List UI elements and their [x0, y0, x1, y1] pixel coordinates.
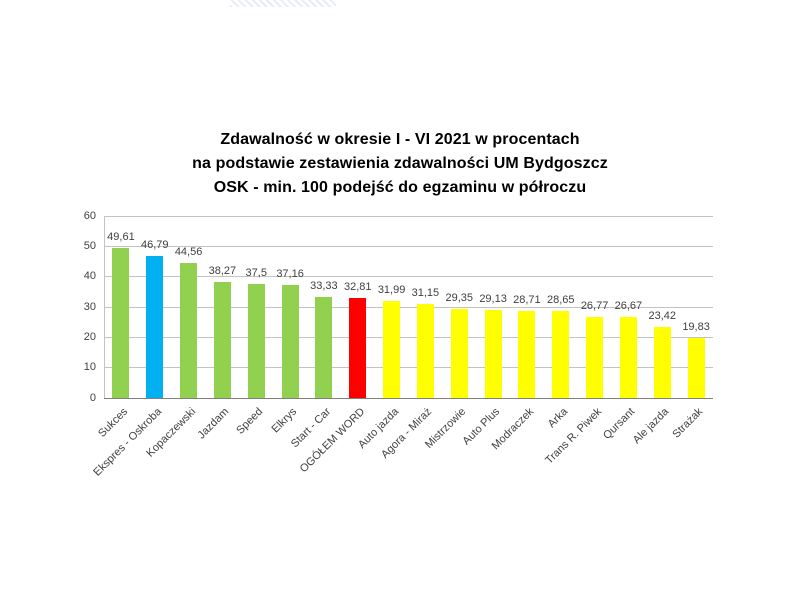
- bar: [247, 284, 265, 398]
- bar-value-label: 28,65: [546, 294, 575, 307]
- bar-value-label: 23,42: [648, 309, 677, 322]
- y-tick-label: 60: [83, 209, 96, 222]
- bar-value-label: 46,79: [140, 239, 169, 252]
- gridline: [104, 215, 713, 217]
- bar: [518, 310, 536, 398]
- bar: [687, 337, 705, 398]
- bar-value-label: 26,67: [614, 300, 643, 313]
- bar-value-label: 29,35: [445, 291, 474, 304]
- bar-value-label: 37,5: [245, 267, 267, 280]
- bar: [112, 247, 130, 398]
- y-axis-line: [104, 216, 105, 398]
- bar-value-label: 26,77: [580, 299, 609, 312]
- bar-value-label: 28,71: [513, 293, 541, 306]
- gridline: [104, 245, 713, 247]
- bar-value-label: 49,61: [107, 230, 135, 243]
- bar-value-label: 37,16: [276, 268, 304, 281]
- bar-value-label: 31,99: [377, 283, 406, 296]
- chart-title-line-3: OSK - min. 100 podejść do egzaminu w pół…: [213, 179, 587, 196]
- y-tick-label: 20: [83, 330, 96, 343]
- bar: [146, 256, 164, 398]
- gridline: [104, 336, 713, 338]
- bar: [653, 326, 671, 398]
- bar-value-label: 19,83: [682, 320, 710, 333]
- y-tick-label: 40: [83, 270, 96, 283]
- bar: [180, 262, 198, 398]
- bar-value-label: 31,15: [411, 286, 440, 299]
- bar-value-label: 44,56: [174, 245, 203, 258]
- bar-value-label: 33,33: [310, 279, 338, 292]
- bar: [619, 317, 637, 398]
- bar: [450, 308, 468, 398]
- gridline: [104, 276, 713, 278]
- x-axis-line: [104, 398, 713, 399]
- bar: [484, 309, 502, 398]
- bar: [416, 303, 434, 398]
- chart-title-line-1: Zdawalność w okresie I - VI 2021 w proce…: [220, 131, 580, 148]
- bar-value-label: 38,27: [208, 264, 237, 277]
- bar-value-label: 29,13: [479, 292, 507, 305]
- y-tick-label: 50: [83, 239, 96, 252]
- y-tick-label: 30: [83, 300, 96, 313]
- top-edge-artifact: [230, 0, 336, 7]
- bar: [315, 296, 333, 398]
- gridline: [104, 306, 713, 308]
- bar-value-label: 32,81: [343, 281, 372, 294]
- bar: [281, 285, 299, 398]
- bar: [213, 281, 231, 398]
- y-tick-label: 10: [83, 361, 96, 374]
- bar: [349, 298, 367, 398]
- chart-title-line-2: na podstawie zestawienia zdawalności UM …: [192, 155, 608, 172]
- bar: [552, 311, 570, 398]
- bar-chart: 0 10 20 30 40 50 60 49,61 Sukces 46,79 Ekspres - O…: [84, 210, 713, 479]
- plot-area: 0 10 20 30 40 50 60 49,61 Sukces 46,79 Ekspres - O…: [84, 210, 713, 479]
- bar: [586, 316, 604, 398]
- bar: [383, 300, 401, 398]
- y-tick-label: 0: [89, 391, 96, 404]
- chart-title: Zdawalność w okresie I - VI 2021 w proce…: [0, 128, 800, 200]
- gridline: [104, 367, 713, 369]
